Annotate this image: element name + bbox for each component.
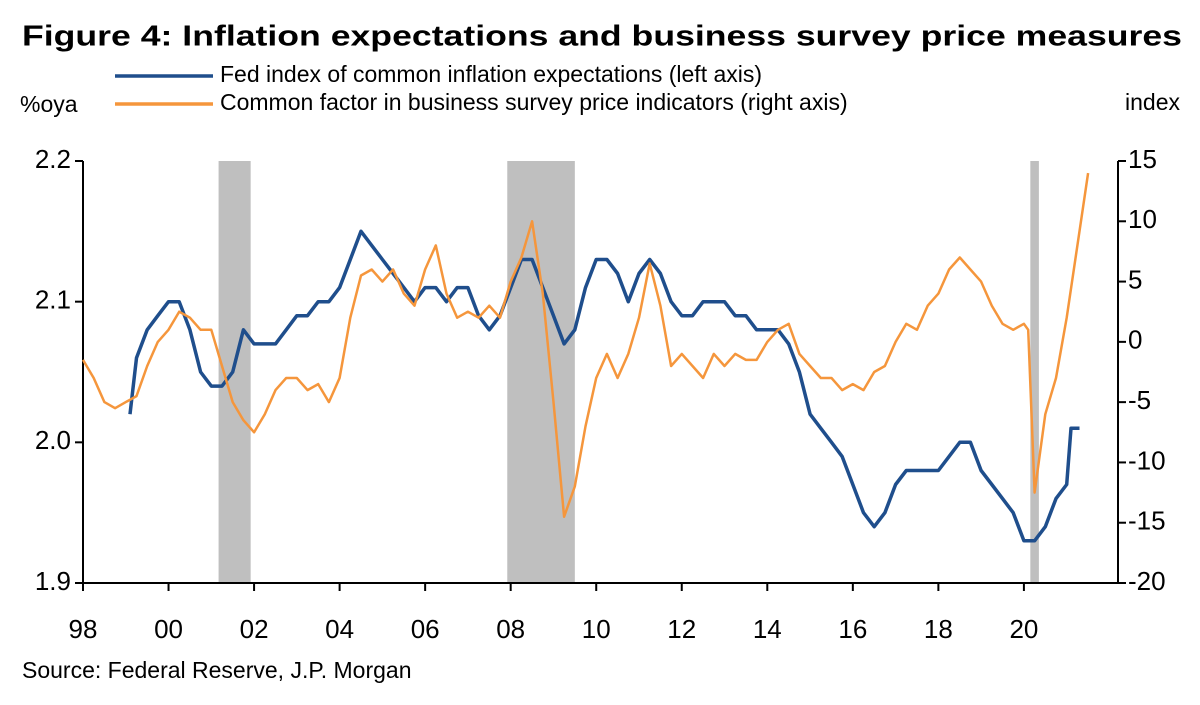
y-tick-label: 2.0 xyxy=(35,425,71,455)
x-tick-label: 14 xyxy=(753,614,782,644)
y-axis-label: %oya xyxy=(20,91,78,117)
x-tick-label: 98 xyxy=(69,614,98,644)
series-line xyxy=(128,229,1080,543)
x-tick-label: 08 xyxy=(496,614,525,644)
x-tick-label: 06 xyxy=(411,614,440,644)
recession-shade xyxy=(1030,161,1039,583)
series-line xyxy=(81,172,1090,518)
y2-tick-label: -5 xyxy=(1128,385,1151,415)
y2-tick-label: 15 xyxy=(1128,144,1157,174)
x-tick-label: 16 xyxy=(838,614,867,644)
y2-tick-label: 5 xyxy=(1128,264,1142,294)
x-tick-label: 12 xyxy=(667,614,696,644)
y2-tick-label: -15 xyxy=(1128,506,1166,536)
x-tick-label: 02 xyxy=(240,614,269,644)
recession-shade xyxy=(507,161,575,583)
y2-axis-label: index xyxy=(1125,89,1180,115)
y2-tick-label: 0 xyxy=(1128,325,1142,355)
x-tick-label: 00 xyxy=(154,614,183,644)
y-tick-label: 1.9 xyxy=(35,566,71,596)
x-tick-label: 20 xyxy=(1009,614,1038,644)
legend-label: Fed index of common inflation expectatio… xyxy=(220,61,762,87)
y-tick-label: 2.2 xyxy=(35,144,71,174)
source-note: Source: Federal Reserve, J.P. Morgan xyxy=(22,657,411,683)
y-tick-label: 2.1 xyxy=(35,285,71,315)
x-tick-label: 18 xyxy=(924,614,953,644)
x-tick-label: 04 xyxy=(325,614,354,644)
y2-tick-label: -10 xyxy=(1128,445,1166,475)
y2-tick-label: -20 xyxy=(1128,566,1166,596)
legend-label: Common factor in business survey price i… xyxy=(220,89,848,115)
y2-tick-label: 10 xyxy=(1128,204,1157,234)
x-tick-label: 10 xyxy=(582,614,611,644)
chart-title: Figure 4: Inflation expectations and bus… xyxy=(22,21,1182,53)
